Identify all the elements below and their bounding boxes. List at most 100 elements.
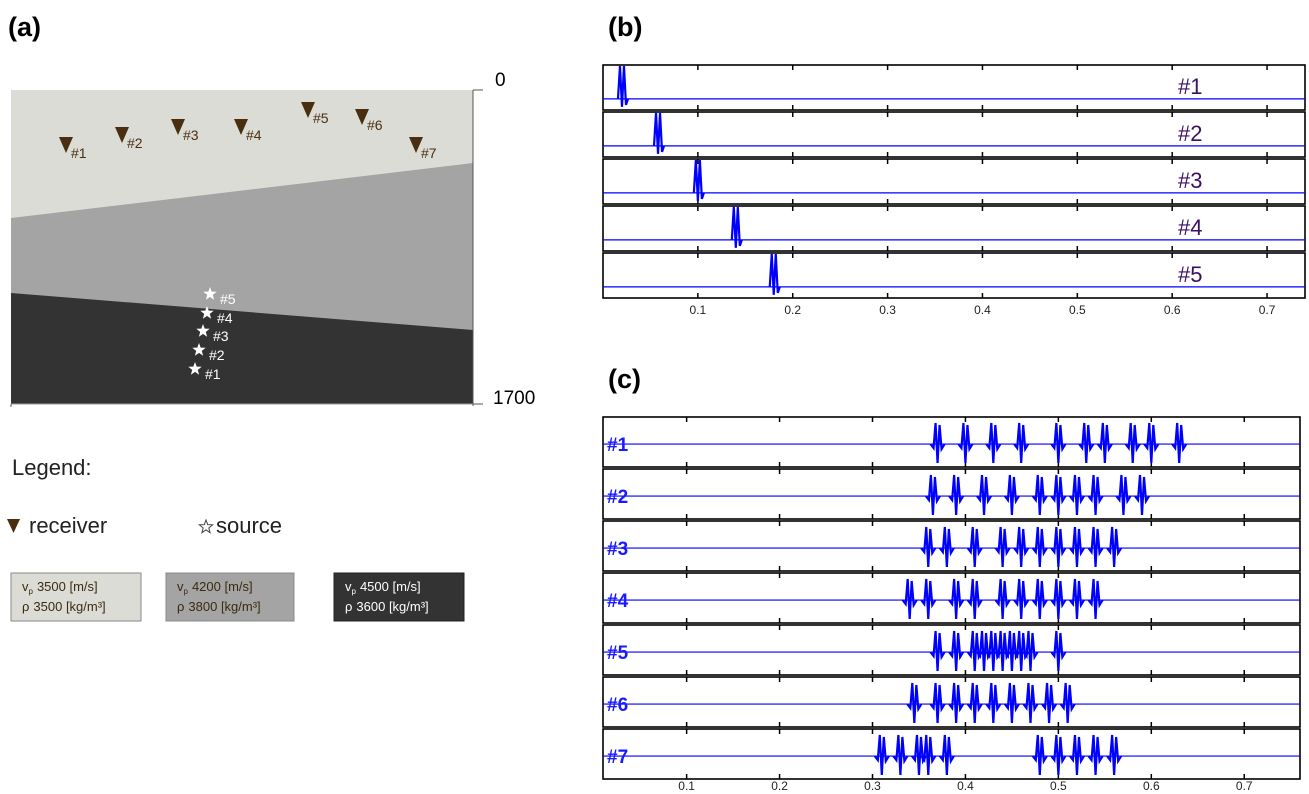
source-marker	[192, 343, 206, 356]
spike	[652, 112, 666, 154]
layer-vp: vp 4500 [m/s]	[345, 579, 421, 596]
depth-label: 1700	[493, 388, 535, 409]
trace-frame	[602, 205, 1306, 252]
wavelet	[938, 734, 955, 776]
rho-symbol: ρ	[177, 599, 184, 614]
vp-value: 4200 [m/s]	[192, 579, 253, 594]
wavelet	[1087, 734, 1104, 776]
trace-label: #4	[607, 591, 629, 612]
wavelet	[985, 682, 1002, 724]
trace-frame	[602, 111, 1306, 158]
source-label: #5	[220, 291, 236, 307]
legend-source-marker	[197, 518, 215, 534]
vp-value: 4500 [m/s]	[360, 579, 421, 594]
wavelet	[948, 474, 965, 516]
receiver-label: #6	[367, 117, 383, 133]
vp-symbol: v	[345, 579, 352, 594]
x-tick-label: 0.5	[1050, 779, 1067, 793]
wavelet	[901, 578, 918, 620]
source-label: #3	[213, 328, 229, 344]
x-tick-label: 0.7	[1236, 779, 1253, 793]
source-marker	[196, 324, 210, 337]
wavelet	[1004, 630, 1020, 672]
receiver-marker	[355, 109, 369, 125]
spike	[768, 253, 781, 295]
vp-subscript: p	[352, 587, 357, 596]
wavelet	[985, 630, 1002, 672]
depth-label: 0	[495, 70, 506, 91]
wavelet	[976, 630, 992, 672]
wavelet	[1087, 526, 1104, 568]
trace-frame	[602, 64, 1306, 111]
x-tick-label: 0.1	[690, 303, 707, 317]
wavelet	[1050, 474, 1067, 516]
trace-label: #4	[1178, 215, 1202, 240]
source-marker	[203, 287, 217, 300]
wavelet	[929, 630, 946, 672]
layer-rho: ρ 3500 [kg/m³]	[22, 599, 106, 614]
trace-frame	[602, 676, 1301, 728]
wavelet	[1004, 682, 1020, 724]
x-tick-label: 0.3	[864, 779, 881, 793]
vp-symbol: v	[177, 579, 184, 594]
wavelet	[985, 422, 1002, 464]
receiver-marker	[301, 102, 315, 118]
x-tick-label: 0.4	[957, 779, 974, 793]
source-label: #4	[217, 310, 233, 326]
wavelet	[1059, 682, 1076, 724]
wavelet	[966, 682, 983, 724]
wavelet	[1124, 422, 1141, 464]
wavelet	[1050, 422, 1067, 464]
layer-rho: ρ 3600 [kg/m³]	[345, 599, 429, 614]
wavelet	[994, 630, 1011, 672]
wavelet	[1143, 422, 1160, 464]
vp-subscript: p	[29, 587, 34, 596]
layer-box	[333, 572, 465, 622]
layer-box	[165, 572, 295, 622]
trace-label: #3	[607, 539, 628, 560]
wavelet	[1031, 734, 1048, 776]
trace-label: #1	[1178, 74, 1202, 99]
rho-symbol: ρ	[345, 599, 352, 614]
x-tick-label: 0.5	[1069, 303, 1086, 317]
wavelet	[1022, 682, 1039, 724]
rho-symbol: ρ	[22, 599, 29, 614]
wavelet	[1041, 682, 1058, 724]
legend-source: source	[216, 513, 282, 538]
wavelet	[1004, 474, 1020, 516]
trace-frame	[602, 416, 1301, 468]
wavelet	[906, 682, 923, 724]
wavelet	[1031, 474, 1048, 516]
trace-label: #3	[1178, 168, 1202, 193]
legend-title: Legend:	[12, 455, 92, 480]
x-tick-label: 0.1	[678, 779, 695, 793]
wavelet	[1134, 474, 1150, 516]
wavelet	[1096, 422, 1113, 464]
spike	[616, 65, 630, 107]
wavelet	[929, 422, 946, 464]
trace-label: #1	[607, 435, 629, 456]
wavelet	[1031, 526, 1048, 568]
wavelet	[1069, 578, 1085, 620]
wavelet	[1013, 422, 1030, 464]
wavelet	[966, 578, 983, 620]
receiver-marker	[115, 127, 129, 143]
trace-frame	[602, 158, 1306, 205]
wavelet	[873, 734, 890, 776]
wavelet	[1106, 526, 1123, 568]
source-marker	[200, 306, 214, 319]
panel-label: (c)	[608, 364, 641, 394]
source-marker	[188, 362, 202, 375]
trace-frame	[602, 624, 1301, 676]
trace-frame	[602, 572, 1301, 624]
wavelet	[1050, 526, 1067, 568]
wavelet	[1087, 474, 1104, 516]
wavelet	[920, 734, 937, 776]
wavelet	[948, 630, 965, 672]
wavelet	[994, 578, 1011, 620]
receiver-label: #3	[183, 127, 199, 143]
trace-label: #5	[1178, 262, 1202, 287]
x-tick-label: 0.6	[1143, 779, 1160, 793]
